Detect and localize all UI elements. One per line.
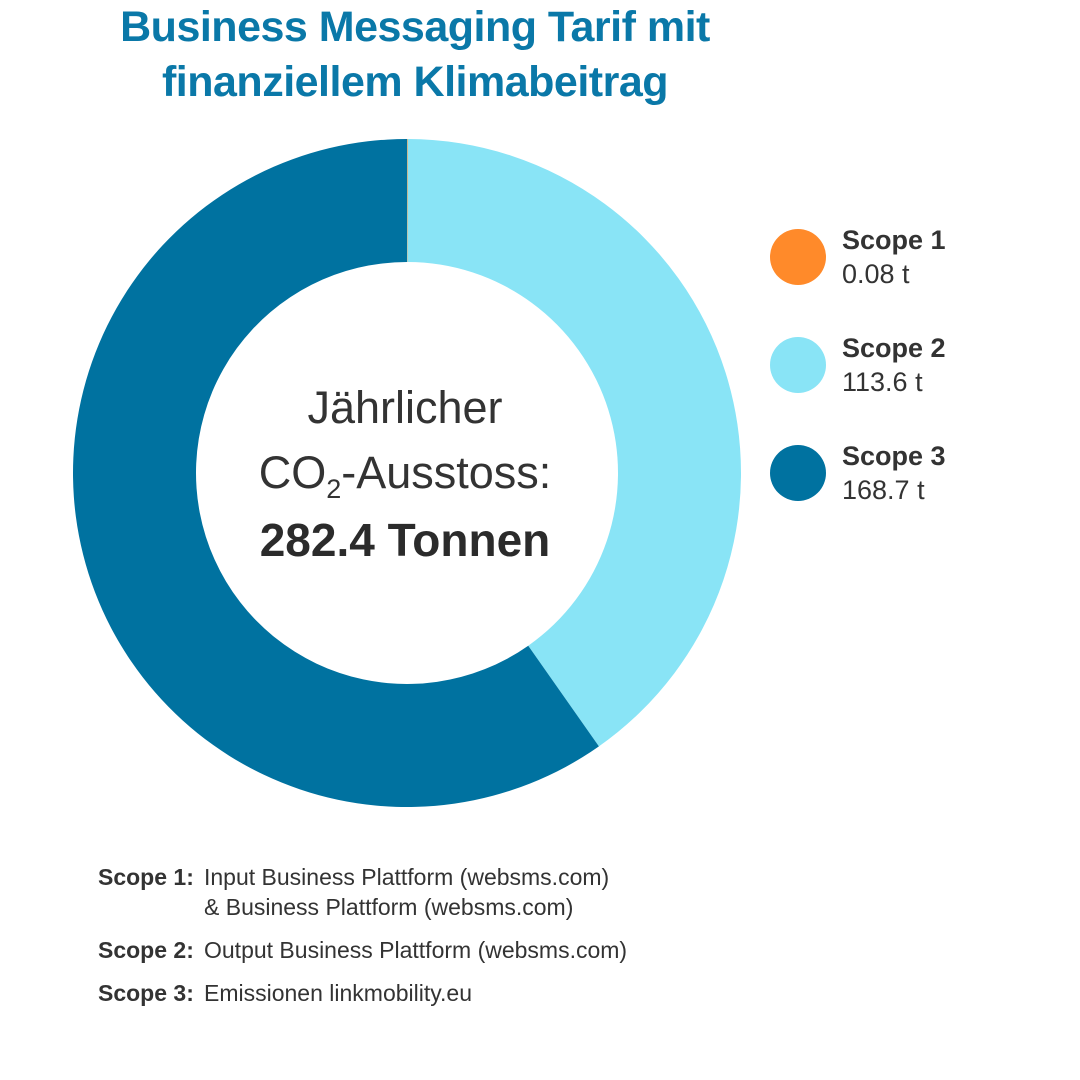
note-text: Emissionen linkmobility.eu xyxy=(204,978,472,1008)
legend-swatch-scope-3 xyxy=(770,445,826,501)
center-label-line-2: CO2-Ausstoss: xyxy=(195,440,615,505)
note-text-line: Output Business Plattform (websms.com) xyxy=(204,937,628,963)
donut-slice-scope-1 xyxy=(407,139,408,263)
chart-title: Business Messaging Tarif mit finanzielle… xyxy=(60,0,770,110)
legend-value: 113.6 t xyxy=(842,367,923,397)
chart-legend: Scope 1 0.08 t Scope 2 113.6 t Scope 3 1… xyxy=(770,225,1070,549)
note-text: Input Business Plattform (websms.com) & … xyxy=(204,862,609,922)
note-text: Output Business Plattform (websms.com) xyxy=(204,935,627,965)
co2-suffix: -Ausstoss: xyxy=(341,447,552,498)
legend-label: Scope 2 xyxy=(842,333,946,363)
chart-title-line-2: finanziellem Klimabeitrag xyxy=(161,58,669,106)
note-label: Scope 1: xyxy=(98,864,194,890)
legend-item-scope-3: Scope 3 168.7 t xyxy=(770,441,1070,549)
legend-label: Scope 3 xyxy=(842,441,946,471)
co2-subscript: 2 xyxy=(326,474,342,504)
legend-swatch-scope-1 xyxy=(770,229,826,285)
note-text-line: & Business Plattform (websms.com) xyxy=(204,894,574,920)
donut-slice-scope-2 xyxy=(407,139,742,747)
note-scope-2: Scope 2: Output Business Plattform (webs… xyxy=(98,935,998,965)
center-total-value: 282.4 Tonnen xyxy=(259,514,551,566)
note-scope-1: Scope 1: Input Business Plattform (websm… xyxy=(98,862,998,922)
center-label-line-1: Jährlicher xyxy=(307,382,503,433)
scope-notes: Scope 1: Input Business Plattform (websm… xyxy=(98,862,998,1021)
note-label: Scope 3: xyxy=(98,980,194,1006)
note-text-line: Input Business Plattform (websms.com) xyxy=(204,864,610,890)
chart-title-line-1: Business Messaging Tarif mit xyxy=(120,3,710,51)
donut-center-label: Jährlicher CO2-Ausstoss: 282.4 Tonnen xyxy=(195,375,615,575)
legend-value: 0.08 t xyxy=(842,259,910,289)
donut-slice-scope-3 xyxy=(73,139,599,807)
note-text-line: Emissionen linkmobility.eu xyxy=(204,980,473,1006)
legend-item-scope-1: Scope 1 0.08 t xyxy=(770,225,1070,333)
legend-label: Scope 1 xyxy=(842,225,946,255)
legend-swatch-scope-2 xyxy=(770,337,826,393)
note-scope-3: Scope 3: Emissionen linkmobility.eu xyxy=(98,978,998,1008)
legend-value: 168.7 t xyxy=(842,475,925,505)
legend-item-scope-2: Scope 2 113.6 t xyxy=(770,333,1070,441)
co2-prefix: CO xyxy=(258,447,327,498)
note-label: Scope 2: xyxy=(98,937,194,963)
